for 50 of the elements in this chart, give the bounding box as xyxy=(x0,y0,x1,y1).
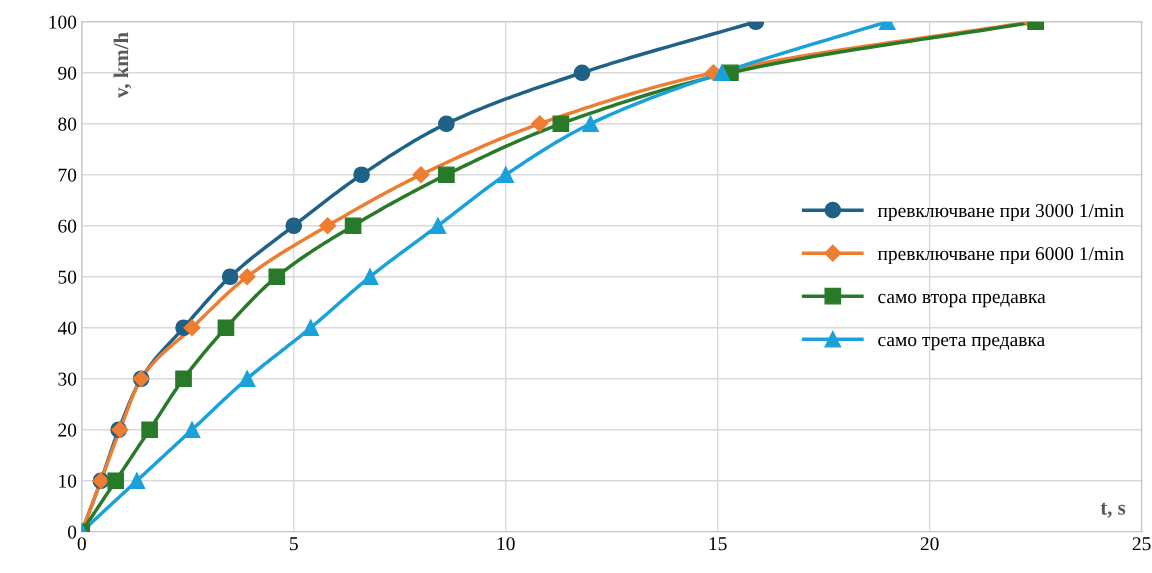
point xyxy=(238,370,256,388)
point xyxy=(429,217,447,235)
point xyxy=(552,115,570,133)
point xyxy=(582,115,599,133)
point xyxy=(175,370,192,388)
x-tick-label: 20 xyxy=(920,537,939,551)
y-tick-label: 30 xyxy=(58,372,77,386)
point xyxy=(344,217,362,235)
y-tick-label: 50 xyxy=(58,270,77,284)
y-tick-label: 0 xyxy=(67,525,77,539)
x-tick-label: 0 xyxy=(77,537,86,551)
x-axis-title: t, s xyxy=(1100,502,1126,518)
y-tick-label: 70 xyxy=(58,168,77,182)
x-tick-label: 25 xyxy=(1132,537,1151,551)
point xyxy=(221,268,239,286)
point xyxy=(353,166,370,184)
y-tick-label: 90 xyxy=(58,66,77,80)
point xyxy=(128,472,146,490)
point xyxy=(412,166,430,184)
legend-label: само трета предавка xyxy=(878,336,1045,351)
point xyxy=(361,268,379,286)
y-tick-label: 40 xyxy=(57,321,77,335)
point xyxy=(497,166,515,184)
y-tick-label: 80 xyxy=(58,117,77,131)
point xyxy=(438,166,455,184)
point xyxy=(319,217,337,235)
point xyxy=(217,319,235,337)
x-tick-label: 15 xyxy=(709,537,727,551)
point xyxy=(302,319,320,337)
point xyxy=(141,421,158,439)
y-tick-label: 20 xyxy=(58,423,77,437)
point xyxy=(285,217,303,235)
point xyxy=(183,319,201,337)
x-tick-label: 10 xyxy=(497,537,515,551)
legend-label: само втора предавка xyxy=(878,293,1046,308)
point xyxy=(268,268,286,286)
point xyxy=(438,115,455,133)
point xyxy=(531,115,549,133)
legend-label: превключване при 3000 1/min xyxy=(877,204,1124,222)
y-tick-label: 10 xyxy=(59,474,77,488)
y-tick-label: 100 xyxy=(49,15,77,29)
point xyxy=(183,421,201,439)
point xyxy=(107,472,125,490)
y-axis-title: v, km/h xyxy=(113,32,132,98)
legend-label: превключване при 6000 1/min xyxy=(877,247,1124,265)
point xyxy=(238,268,256,286)
point xyxy=(573,64,591,82)
point xyxy=(713,64,731,82)
y-tick-label: 60 xyxy=(58,219,77,233)
x-tick-label: 5 xyxy=(290,537,298,551)
